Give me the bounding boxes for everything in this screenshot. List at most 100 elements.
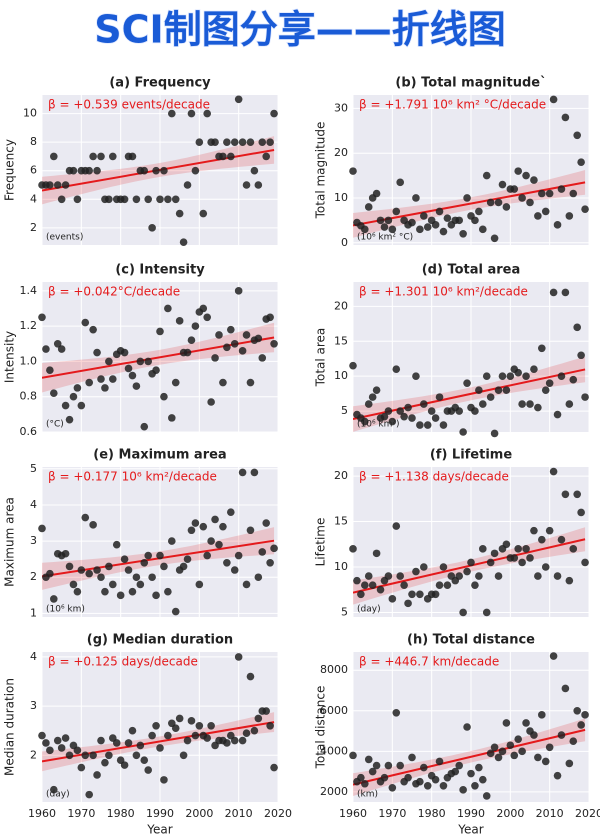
point: [53, 181, 62, 189]
point: [183, 181, 192, 189]
point: [171, 378, 180, 387]
point: [396, 761, 405, 770]
point: [105, 562, 113, 571]
point: [42, 739, 50, 747]
point: [514, 368, 522, 377]
point: [502, 540, 511, 549]
point: [207, 721, 215, 730]
y-tick-label: 5: [341, 404, 348, 417]
point: [227, 152, 235, 161]
point: [203, 734, 211, 742]
y-axis-label: Total distance: [314, 686, 328, 770]
point: [518, 558, 526, 567]
point: [270, 544, 278, 553]
point: [439, 563, 448, 571]
y-axis-label: Total area: [314, 328, 328, 388]
point: [530, 176, 538, 184]
panel-title: (g) Median duration: [87, 633, 233, 648]
point: [132, 573, 141, 582]
point: [408, 414, 416, 422]
point: [136, 741, 145, 750]
point: [179, 751, 188, 760]
point: [120, 348, 129, 357]
point: [420, 563, 428, 571]
point: [408, 590, 416, 599]
point: [396, 407, 405, 415]
point: [128, 726, 137, 735]
point: [482, 372, 491, 380]
point: [140, 166, 149, 175]
point: [561, 288, 570, 297]
y-tick-label: 10: [23, 107, 37, 120]
point: [581, 205, 589, 213]
point: [581, 711, 589, 719]
panel: 5 10 15 20 (d) Total area β = +1.301 10⁶ km²/…: [314, 263, 590, 438]
point: [435, 581, 444, 589]
point: [116, 591, 125, 600]
point: [61, 181, 70, 189]
point: [482, 792, 491, 800]
point: [455, 761, 464, 770]
point: [85, 790, 93, 799]
point: [266, 138, 274, 146]
point: [144, 766, 152, 774]
point: [85, 378, 93, 387]
point: [384, 407, 393, 415]
x-axis-label: Year: [146, 823, 172, 837]
point: [97, 573, 105, 582]
point: [38, 524, 46, 533]
point: [219, 378, 227, 387]
point: [361, 225, 369, 234]
point: [475, 207, 483, 216]
point: [230, 566, 239, 574]
point: [396, 572, 405, 580]
panel-title: (e) Maximum area: [93, 448, 226, 463]
y-axis-label: Maximum area: [3, 497, 17, 587]
point: [549, 288, 558, 297]
unit-note: (day): [46, 790, 70, 800]
point: [132, 751, 141, 760]
point: [541, 757, 550, 766]
point: [238, 736, 247, 745]
unit-note: (day): [357, 605, 381, 615]
point: [455, 216, 464, 225]
point: [538, 711, 546, 719]
point: [471, 781, 479, 790]
point: [408, 218, 416, 227]
y-tick-label: 2: [30, 570, 37, 583]
point: [498, 747, 507, 756]
point: [164, 731, 172, 740]
point: [577, 158, 585, 166]
point: [262, 707, 271, 715]
point: [364, 400, 373, 408]
point: [412, 194, 420, 202]
point: [124, 739, 133, 747]
point: [89, 325, 97, 334]
point: [81, 318, 90, 327]
point: [577, 508, 585, 517]
x-tick-label: 2020: [264, 807, 292, 820]
point: [191, 166, 200, 175]
point: [349, 361, 357, 370]
point: [89, 152, 97, 161]
point: [61, 401, 70, 410]
point: [144, 357, 152, 366]
point: [455, 572, 464, 580]
point: [183, 736, 192, 745]
annotation: β = +0.042°C/decade: [48, 285, 180, 299]
point: [42, 345, 50, 353]
point: [69, 580, 78, 589]
point: [93, 771, 101, 779]
point: [77, 566, 86, 574]
y-tick-label: 4: [30, 650, 37, 663]
point: [581, 393, 589, 401]
x-tick-label: 1960: [339, 807, 367, 820]
unit-note: (10⁶ km²): [357, 420, 400, 430]
point: [171, 195, 180, 204]
point: [530, 731, 538, 739]
point: [112, 739, 121, 747]
y-tick-label: 4000: [320, 744, 348, 757]
y-tick-label: 15: [334, 515, 348, 528]
point: [561, 490, 570, 499]
point: [132, 195, 141, 204]
